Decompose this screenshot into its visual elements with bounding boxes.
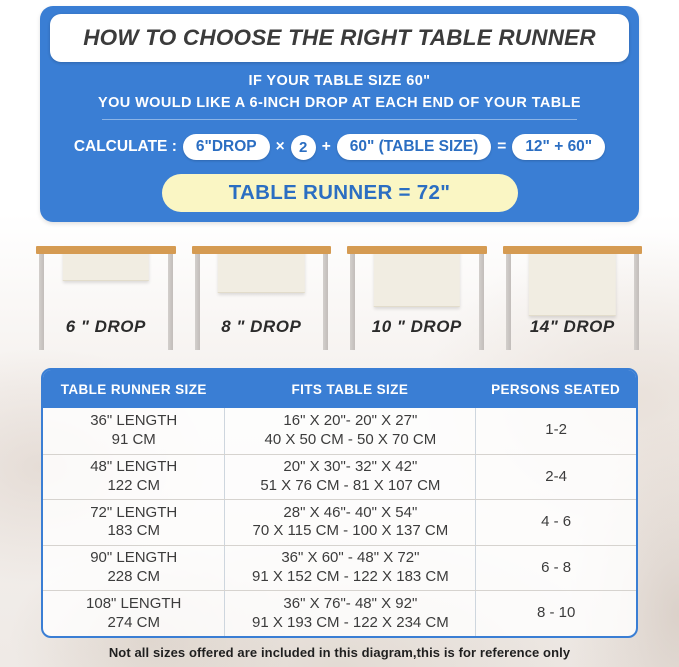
drop-label: 14" DROP (529, 317, 615, 336)
runner-cloth (529, 246, 616, 316)
table-row: 108" LENGTH 274 CM 36" X 76"- 48" X 92" … (43, 590, 636, 636)
tabletop (36, 246, 176, 254)
fits-size-cell: 20" X 30"- 32" X 42" 51 X 76 CM - 81 X 1… (224, 454, 475, 500)
size-table: TABLE RUNNER SIZE FITS TABLE SIZE PERSON… (41, 368, 638, 638)
fits-size-cm: 91 X 152 CM - 122 X 183 CM (251, 568, 449, 586)
table-leg (167, 254, 173, 350)
runner-size-cell: 48" LENGTH 122 CM (43, 455, 224, 500)
persons-cell: 4 - 6 (475, 500, 636, 545)
calculation-row: CALCULATE : 6"DROP × 2 + 60" (TABLE SIZE… (40, 134, 639, 160)
persons-cell: 1-2 (475, 408, 636, 454)
header-persons-seated: PERSONS SEATED (491, 381, 621, 397)
multiplier-circle: 2 (290, 134, 316, 160)
equals-sign: = (497, 138, 507, 155)
table-leg (634, 254, 639, 350)
runner-length-in: 108" LENGTH (86, 594, 182, 612)
table-leg (505, 254, 511, 350)
result-pill: TABLE RUNNER = 72" (161, 174, 518, 212)
runner-length-in: 36" LENGTH (90, 412, 178, 430)
fits-size-cell: 36" X 60" - 48" X 72" 91 X 152 CM - 122 … (224, 545, 475, 591)
table-leg (350, 254, 355, 350)
subtitle-line-2: YOU WOULD LIKE A 6-INCH DROP AT EACH END… (98, 95, 581, 112)
runner-length-cm: 122 CM (107, 476, 160, 494)
table-leg (478, 254, 484, 350)
runner-length-cm: 274 CM (107, 613, 160, 631)
runner-length-in: 90" LENGTH (90, 549, 178, 567)
hero-panel: HOW TO CHOOSE THE RIGHT TABLE RUNNER IF … (40, 6, 639, 222)
fits-size-cm: 51 X 76 CM - 81 X 107 CM (260, 476, 441, 494)
runner-length-in: 72" LENGTH (90, 503, 178, 521)
page-title: HOW TO CHOOSE THE RIGHT TABLE RUNNER (83, 25, 596, 50)
runner-size-cell: 90" LENGTH 228 CM (43, 546, 224, 591)
size-table-body: 36" LENGTH 91 CM 16" X 20"- 20" X 27" 40… (43, 408, 636, 636)
table-row: 72" LENGTH 183 CM 28" X 46"- 40" X 54" 7… (43, 499, 636, 545)
runner-cloth (373, 246, 460, 307)
fits-size-cell: 28" X 46"- 40" X 54" 70 X 115 CM - 100 X… (224, 500, 475, 545)
tabletop (191, 246, 331, 254)
footer-note: Not all sizes offered are included in th… (108, 645, 571, 660)
persons-cell: 8 - 10 (475, 591, 636, 636)
persons-cell: 2-4 (475, 454, 636, 500)
fits-size-in: 28" X 46"- 40" X 54" (283, 503, 418, 521)
header-runner-size: TABLE RUNNER SIZE (60, 381, 207, 397)
times-sign: × (275, 138, 285, 155)
fits-size-cell: 16" X 20"- 20" X 27" 40 X 50 CM - 50 X 7… (224, 408, 475, 454)
table-leg (194, 254, 200, 350)
sum-pill: 12" + 60" (512, 134, 606, 160)
subtitle-line-1: IF YOUR TABLE SIZE 60" (248, 73, 431, 89)
table-diagram-6-drop: 6 " DROP (36, 246, 176, 350)
table-diagram-8-drop: 8 " DROP (191, 246, 331, 350)
runner-size-cell: 36" LENGTH 91 CM (43, 408, 224, 454)
fits-size-in: 20" X 30"- 32" X 42" (283, 458, 418, 476)
tabletop (347, 246, 487, 254)
fits-size-cm: 91 X 193 CM - 122 X 234 CM (251, 613, 449, 631)
divider (102, 119, 577, 120)
table-row: 36" LENGTH 91 CM 16" X 20"- 20" X 27" 40… (43, 408, 636, 454)
runner-length-cm: 228 CM (107, 568, 160, 586)
fits-size-in: 16" X 20"- 20" X 27" (283, 412, 418, 430)
fits-size-cm: 70 X 115 CM - 100 X 137 CM (252, 522, 449, 540)
hero-subtitle: IF YOUR TABLE SIZE 60" YOU WOULD LIKE A … (40, 70, 639, 114)
tabletop (502, 246, 642, 254)
title-box: HOW TO CHOOSE THE RIGHT TABLE RUNNER (50, 14, 629, 62)
table-leg (39, 254, 44, 350)
table-leg (323, 254, 328, 350)
size-table-header: TABLE RUNNER SIZE FITS TABLE SIZE PERSON… (43, 370, 636, 408)
fits-size-cell: 36" X 76"- 48" X 92" 91 X 193 CM - 122 X… (224, 591, 475, 636)
runner-length-in: 48" LENGTH (90, 458, 178, 476)
runner-size-cell: 72" LENGTH 183 CM (43, 500, 224, 545)
drop-label: 6 " DROP (65, 317, 146, 336)
persons-cell: 6 - 8 (475, 545, 636, 591)
header-fits-table-size: FITS TABLE SIZE (291, 381, 409, 397)
table-diagram-14-drop: 14" DROP (502, 246, 642, 350)
table-row: 90" LENGTH 228 CM 36" X 60" - 48" X 72" … (43, 544, 636, 591)
drop-diagrams-row: 6 " DROP 8 " DROP 10 " DROP 14" DROP (36, 246, 642, 350)
fits-size-cm: 40 X 50 CM - 50 X 70 CM (264, 430, 437, 448)
runner-length-cm: 183 CM (107, 522, 160, 540)
drop-label: 10 " DROP (371, 317, 462, 336)
runner-length-cm: 91 CM (111, 430, 156, 448)
fits-size-in: 36" X 60" - 48" X 72" (281, 549, 420, 567)
runner-size-cell: 108" LENGTH 274 CM (43, 591, 224, 636)
plus-sign: + (321, 138, 331, 155)
drop-label: 8 " DROP (221, 317, 302, 336)
table-row: 48" LENGTH 122 CM 20" X 30"- 32" X 42" 5… (43, 453, 636, 500)
drop-pill: 6"DROP (182, 134, 270, 160)
table-diagram-10-drop: 10 " DROP (347, 246, 487, 350)
calculate-label: CALCULATE : (73, 138, 177, 155)
table-size-pill: 60" (TABLE SIZE) (336, 134, 492, 160)
fits-size-in: 36" X 76"- 48" X 92" (283, 594, 418, 612)
